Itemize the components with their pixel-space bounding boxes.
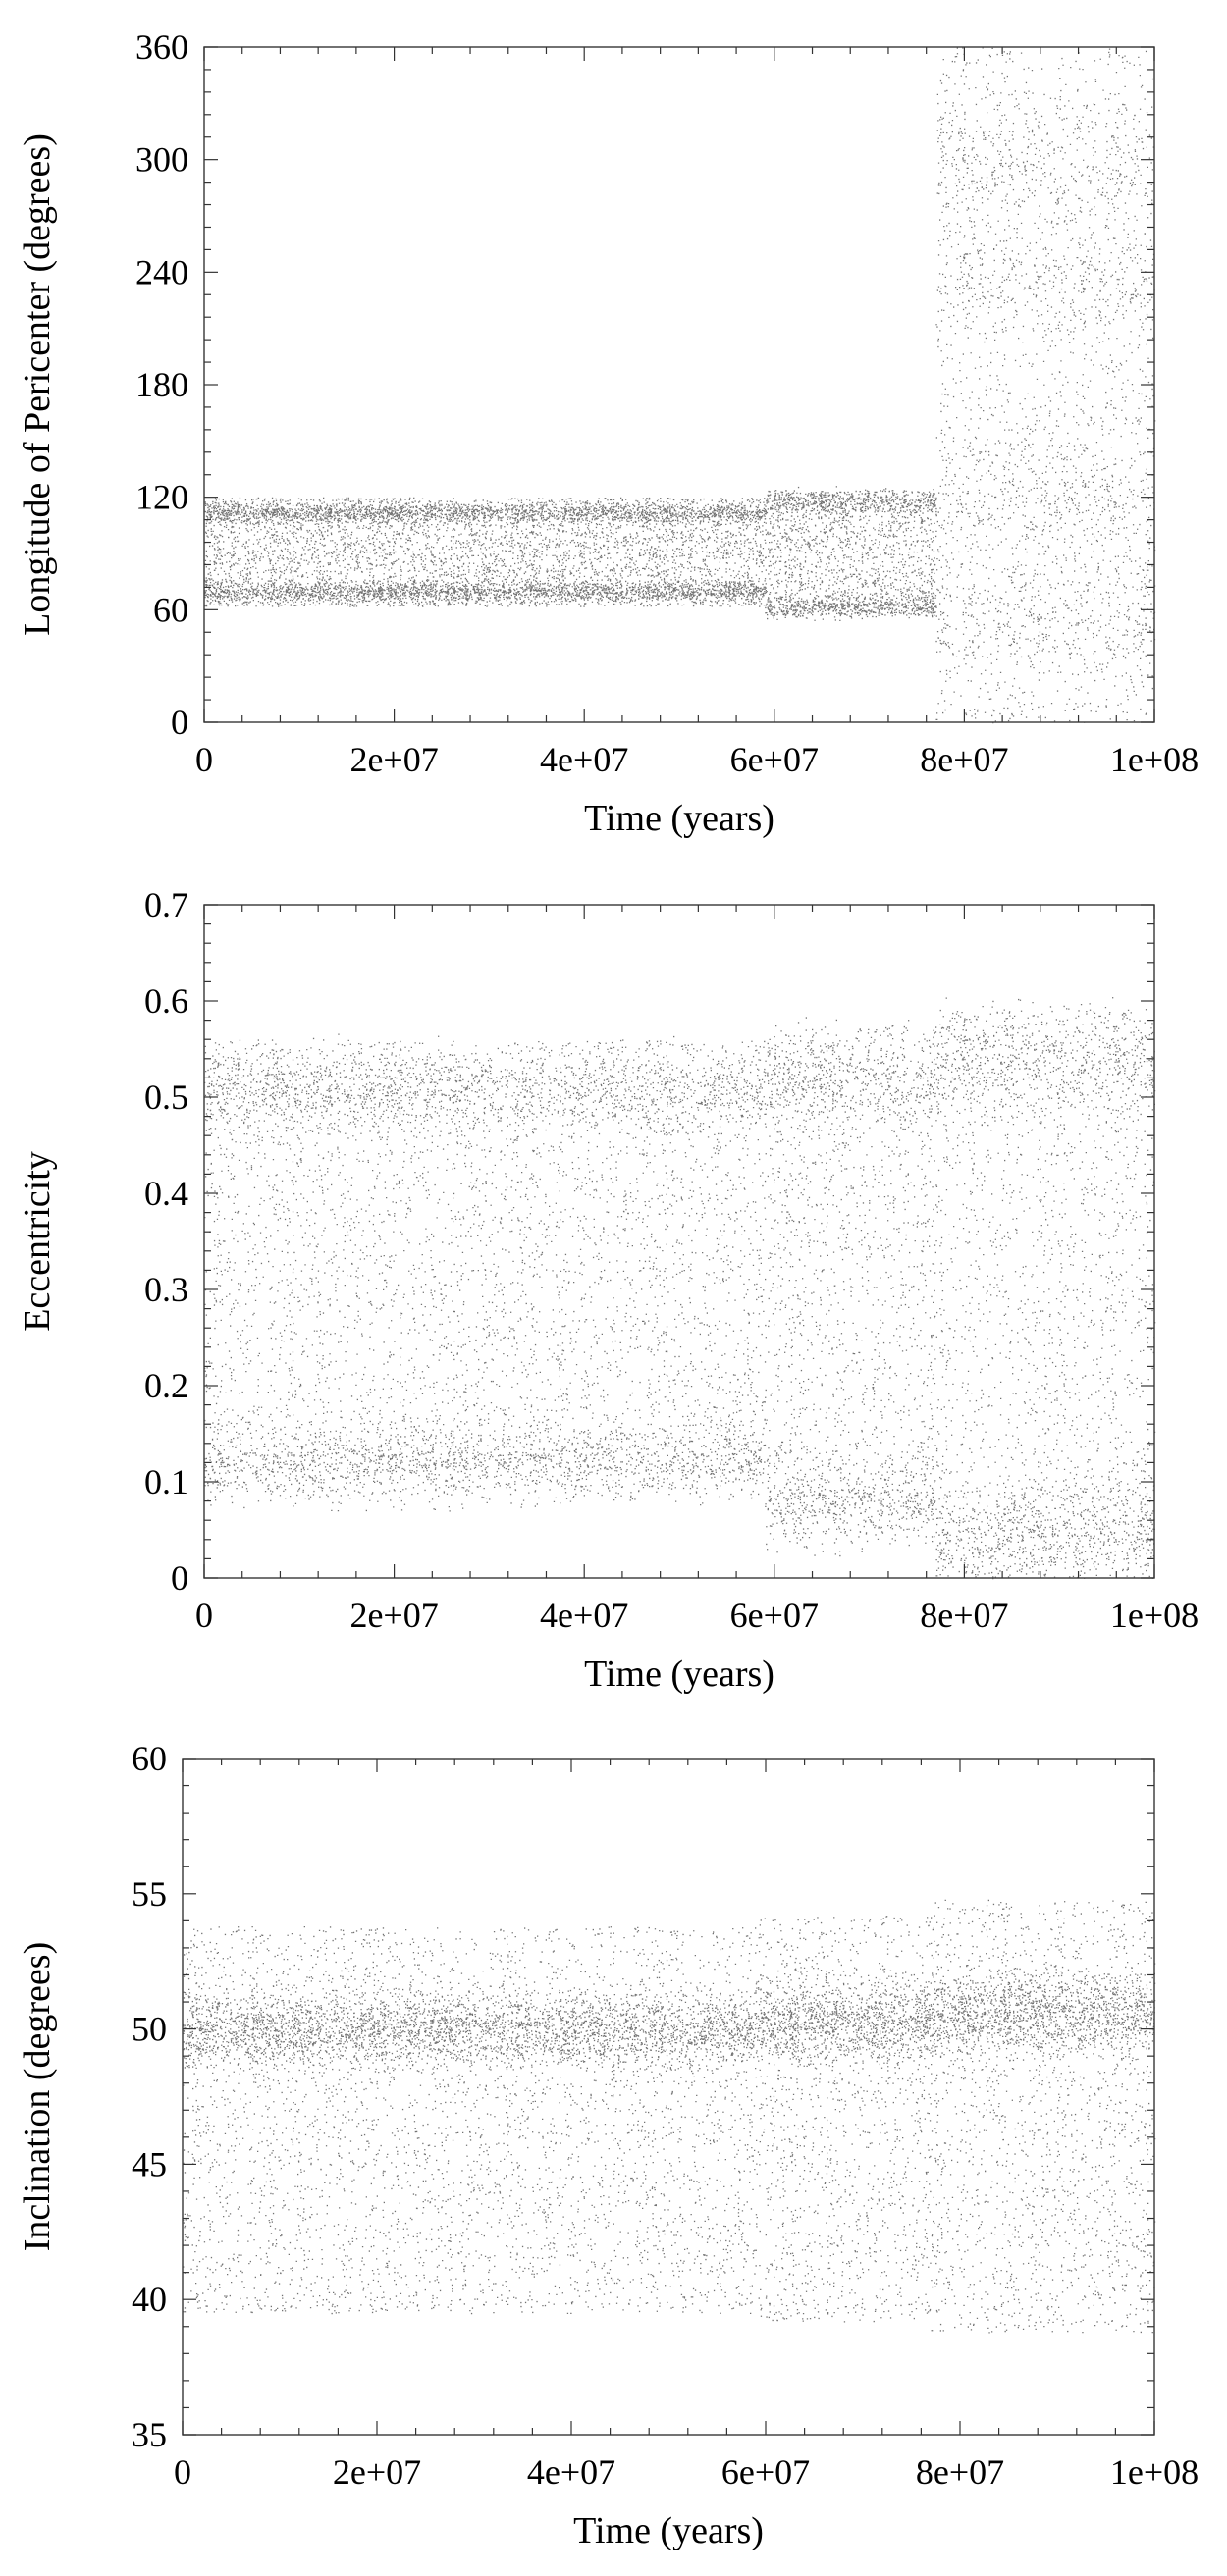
y-tick-label: 0 [171,703,188,742]
y-tick-label: 360 [135,27,188,67]
x-tick-labels-eccentricity: 0 2e+07 4e+07 6e+07 8e+07 1e+08 [195,1596,1199,1635]
panel-eccentricity: 0 0.1 0.2 0.3 0.4 0.5 0.6 0.7 0 2e+07 4e… [17,885,1199,1695]
scatter-cloud-inclination [183,1899,1156,2334]
ticks-eccentricity [203,904,1155,1579]
y-tick-label: 0.5 [144,1078,188,1117]
scatter-points [204,997,1156,1580]
x-tick-labels-inclination: 0 2e+07 4e+07 6e+07 8e+07 1e+08 [174,2452,1199,2492]
x-axis-title-eccentricity: Time (years) [584,1654,774,1695]
y-tick-label: 40 [132,2280,167,2319]
y-tick-label: 50 [132,2010,167,2049]
y-axis-title-inclination: Inclination (degrees) [17,1942,58,2251]
y-tick-label: 60 [132,1739,167,1778]
panel-inclination: 35 40 45 50 55 60 0 2e+07 4e+07 6e+07 8e… [17,1739,1199,2551]
panel-pericenter: 0 60 120 180 240 300 360 0 2e+07 4e+07 6… [17,27,1199,839]
x-tick-label: 4e+07 [527,2452,615,2492]
x-tick-label: 6e+07 [730,1596,819,1635]
x-tick-label: 6e+07 [730,740,819,779]
x-tick-label: 0 [195,740,213,779]
scatter-points [183,1899,1156,2334]
x-tick-label: 4e+07 [540,740,628,779]
y-tick-label: 0.3 [144,1270,188,1309]
scatter-cloud-pericenter [204,47,1156,724]
x-tick-label: 6e+07 [721,2452,810,2492]
scatter-points [204,47,1156,724]
x-tick-label: 1e+08 [1110,740,1199,779]
y-tick-label: 180 [135,365,188,404]
y-tick-label: 55 [132,1874,167,1914]
y-tick-label: 0 [171,1558,188,1598]
ticks-inclination [182,1758,1155,2436]
x-tick-label: 2e+07 [333,2452,421,2492]
y-tick-label: 0.2 [144,1366,188,1405]
x-tick-label: 2e+07 [349,1596,438,1635]
x-tick-label: 8e+07 [920,740,1008,779]
x-axis-title-pericenter: Time (years) [584,798,774,839]
x-tick-label: 8e+07 [916,2452,1004,2492]
y-tick-label: 120 [135,478,188,517]
x-tick-labels-pericenter: 0 2e+07 4e+07 6e+07 8e+07 1e+08 [195,740,1199,779]
x-tick-label: 0 [195,1596,213,1635]
y-tick-labels-pericenter: 0 60 120 180 240 300 360 [135,27,188,742]
x-tick-label: 8e+07 [920,1596,1008,1635]
y-axis-title-eccentricity: Eccentricity [17,1151,58,1332]
y-axis-title-pericenter: Longitude of Pericenter (degrees) [17,133,58,636]
x-tick-label: 4e+07 [540,1596,628,1635]
y-tick-label: 60 [153,590,188,629]
x-tick-label: 1e+08 [1110,2452,1199,2492]
plot-frame-pericenter [203,46,1155,723]
plot-frame-inclination [182,1758,1155,2436]
x-tick-label: 0 [174,2452,191,2492]
y-tick-labels-eccentricity: 0 0.1 0.2 0.3 0.4 0.5 0.6 0.7 [144,885,188,1598]
y-tick-label: 0.7 [144,885,188,924]
scatter-cloud-eccentricity [204,997,1156,1580]
x-tick-label: 1e+08 [1110,1596,1199,1635]
y-tick-label: 240 [135,252,188,291]
y-tick-label: 300 [135,140,188,180]
plot-frame-eccentricity [203,904,1155,1579]
x-tick-label: 2e+07 [349,740,438,779]
y-tick-label: 0.1 [144,1462,188,1501]
y-tick-label: 45 [132,2144,167,2183]
y-tick-label: 35 [132,2415,167,2454]
ticks-pericenter [203,46,1155,723]
y-tick-label: 0.6 [144,981,188,1021]
y-tick-labels-inclination: 35 40 45 50 55 60 [132,1739,167,2454]
y-tick-label: 0.4 [144,1174,188,1213]
x-axis-title-inclination: Time (years) [573,2510,764,2551]
